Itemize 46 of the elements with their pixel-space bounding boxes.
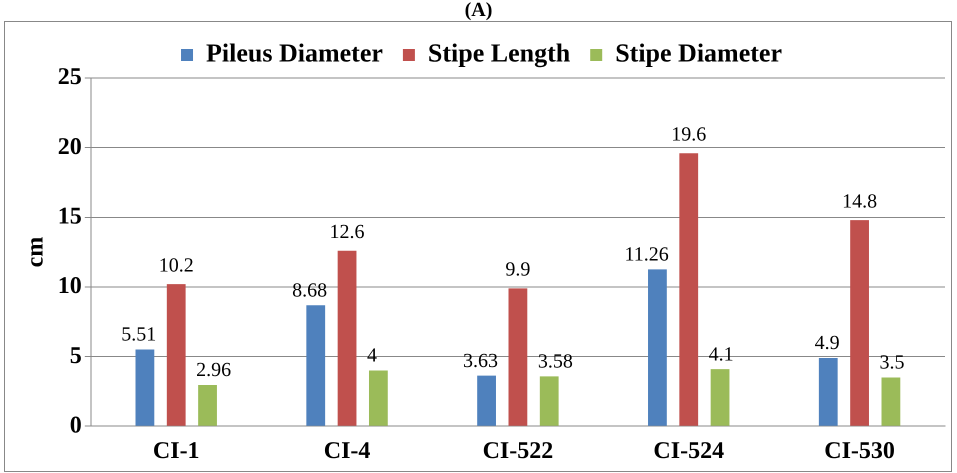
bar [166,284,186,426]
data-label: 12.6 [330,220,365,243]
data-label: 4.1 [708,343,734,366]
y-axis-title: cm [22,236,49,268]
data-label: 11.26 [624,244,669,266]
data-label: 3.5 [880,352,905,374]
y-tick-label: 25 [58,64,82,90]
data-label: 9.9 [505,258,530,281]
bar [136,349,154,426]
bar [338,250,356,426]
data-label: 5.51 [121,324,156,346]
data-label: 4.9 [814,332,840,354]
bar [306,305,326,426]
data-label: 10.2 [158,254,194,276]
bar [850,220,869,426]
bar [648,269,667,426]
x-tick-label: CI-1 [152,438,200,464]
data-label: 4 [366,344,377,367]
legend-label: Stipe Length [428,38,571,68]
bar [818,358,838,426]
bar [368,370,388,426]
data-label: 8.68 [292,280,328,302]
data-label: 3.63 [462,350,498,372]
bar [679,153,698,426]
y-tick-label: 0 [70,412,82,438]
chart-title: (A) [464,0,494,21]
y-tick-label: 5 [70,342,82,369]
x-tick-label: CI-524 [653,438,724,464]
data-label: 2.96 [196,359,232,382]
x-tick-label: CI-522 [482,438,554,464]
bar [882,377,900,426]
y-tick-label: 10 [58,273,82,300]
data-label: 14.8 [842,190,878,212]
bar [508,288,528,426]
legend-label: Pileus Diameter [206,38,383,68]
bar [198,384,217,426]
x-tick-label: CI-4 [324,438,370,464]
data-label: 3.58 [538,350,573,373]
data-label: 19.6 [671,123,706,146]
bar [710,369,730,426]
x-tick-label: CI-530 [824,438,895,464]
y-tick-label: 20 [58,134,82,160]
legend-label: Stipe Diameter [615,38,782,68]
bar [477,376,496,426]
y-tick-label: 15 [58,203,82,230]
bar [540,376,559,426]
